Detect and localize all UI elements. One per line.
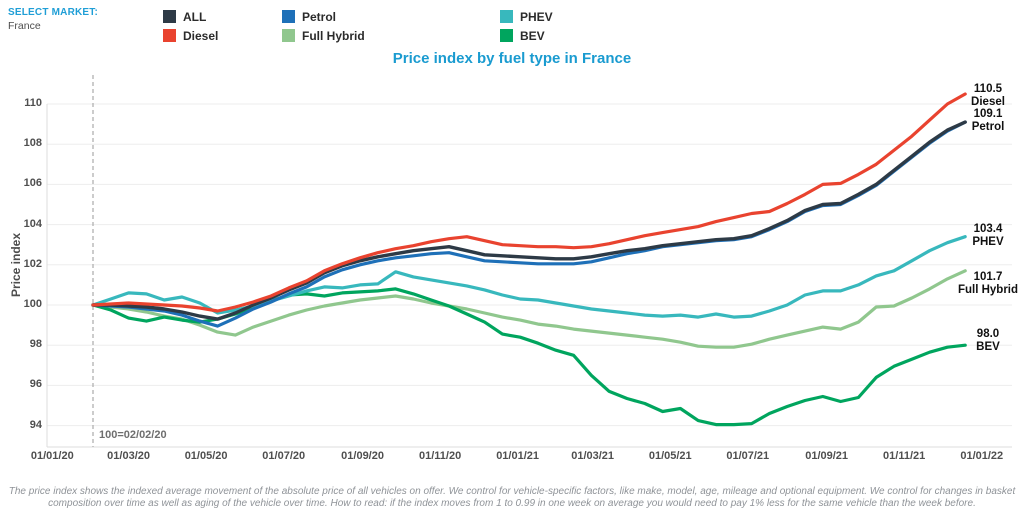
end-label-series-name: Full Hybrid [957,283,1019,296]
legend-swatch [282,10,295,23]
legend-label: ALL [183,9,207,24]
legend-label: Full Hybrid [302,28,365,43]
end-label-full-hybrid: 101.7 Full Hybrid [951,271,1024,297]
legend-label: Petrol [302,9,337,24]
legend-swatch [163,10,176,23]
select-market-label: SELECT MARKET: [8,7,99,18]
x-tick-label: 01/01/21 [496,450,540,462]
end-label-value: 101.7 [973,270,1003,283]
end-label-series-name: PHEV [972,235,1004,248]
legend-swatch [500,10,513,23]
chart-title: Price index by fuel type in France [392,50,632,67]
series-line-full-hybrid[interactable] [91,269,967,349]
legend-item-bev[interactable]: BEV [500,27,553,44]
y-tick-label: 102 [23,257,42,270]
legend-column: ALL Diesel [163,8,218,46]
x-tick-label: 01/07/21 [726,450,770,462]
legend-swatch [500,29,513,42]
x-tick-label: 01/05/20 [184,450,228,462]
legend-column: Petrol Full Hybrid [282,8,365,46]
end-label-value: 98.0 [976,328,1000,341]
end-label-diesel: 110.5 Diesel [951,83,1024,109]
y-tick-label: 98 [29,338,42,351]
series-line-all[interactable] [91,120,967,321]
legend-column: PHEV BEV [500,8,553,46]
x-tick-label: 01/11/21 [883,450,926,462]
series-line-phev[interactable] [91,235,967,319]
end-label-series-name: BEV [976,341,1000,354]
x-tick-label: 01/03/20 [107,450,150,462]
end-label-bev: 98.0 BEV [951,328,1024,354]
end-label-series-name: Petrol [971,121,1005,134]
x-tick-label: 01/09/20 [341,450,384,462]
line-chart-plot [46,75,1012,448]
y-tick-label: 94 [29,418,42,431]
x-tick-label: 01/11/20 [418,450,462,462]
selected-market-value[interactable]: France [8,20,41,32]
legend-label: BEV [520,28,545,43]
x-tick-label: 01/01/22 [960,450,1004,462]
y-tick-label: 110 [24,97,42,109]
legend-item-phev[interactable]: PHEV [500,8,553,25]
end-label-series-name: Diesel [971,95,1005,108]
legend-label: PHEV [520,9,553,24]
market-selector[interactable]: SELECT MARKET: France [8,7,98,32]
y-tick-label: 104 [23,217,42,230]
legend-item-petrol[interactable]: Petrol [282,8,365,25]
end-label-petrol: 109.1 Petrol [951,108,1024,134]
legend-item-all[interactable]: ALL [163,8,218,25]
end-label-phev: 103.4 PHEV [951,223,1024,249]
legend-label: Diesel [183,28,219,43]
x-tick-label: 01/07/20 [262,450,306,462]
end-label-value: 103.4 [973,222,1003,235]
x-tick-label: 01/09/21 [805,450,849,462]
end-label-value: 109.1 [973,108,1003,121]
footer-disclaimer: The price index shows the indexed averag… [8,486,1016,509]
chart-legend: ALL Diesel Petrol Full Hybrid PHEV BEV [0,8,1024,48]
legend-item-full-hybrid[interactable]: Full Hybrid [282,27,365,44]
x-tick-label: 01/03/21 [571,450,615,462]
legend-item-diesel[interactable]: Diesel [163,27,218,44]
y-tick-label: 96 [29,378,42,391]
y-tick-label: 106 [23,177,42,190]
legend-swatch [163,29,176,42]
legend-swatch [282,29,295,42]
y-tick-label: 100 [23,298,42,310]
x-tick-label: 01/05/21 [648,450,692,462]
end-label-value: 110.5 [973,82,1003,95]
series-line-diesel[interactable] [91,92,967,313]
x-tick-label: 01/01/20 [30,450,74,462]
y-tick-label: 108 [23,137,42,150]
baseline-note: 100=02/02/20 [99,429,167,441]
